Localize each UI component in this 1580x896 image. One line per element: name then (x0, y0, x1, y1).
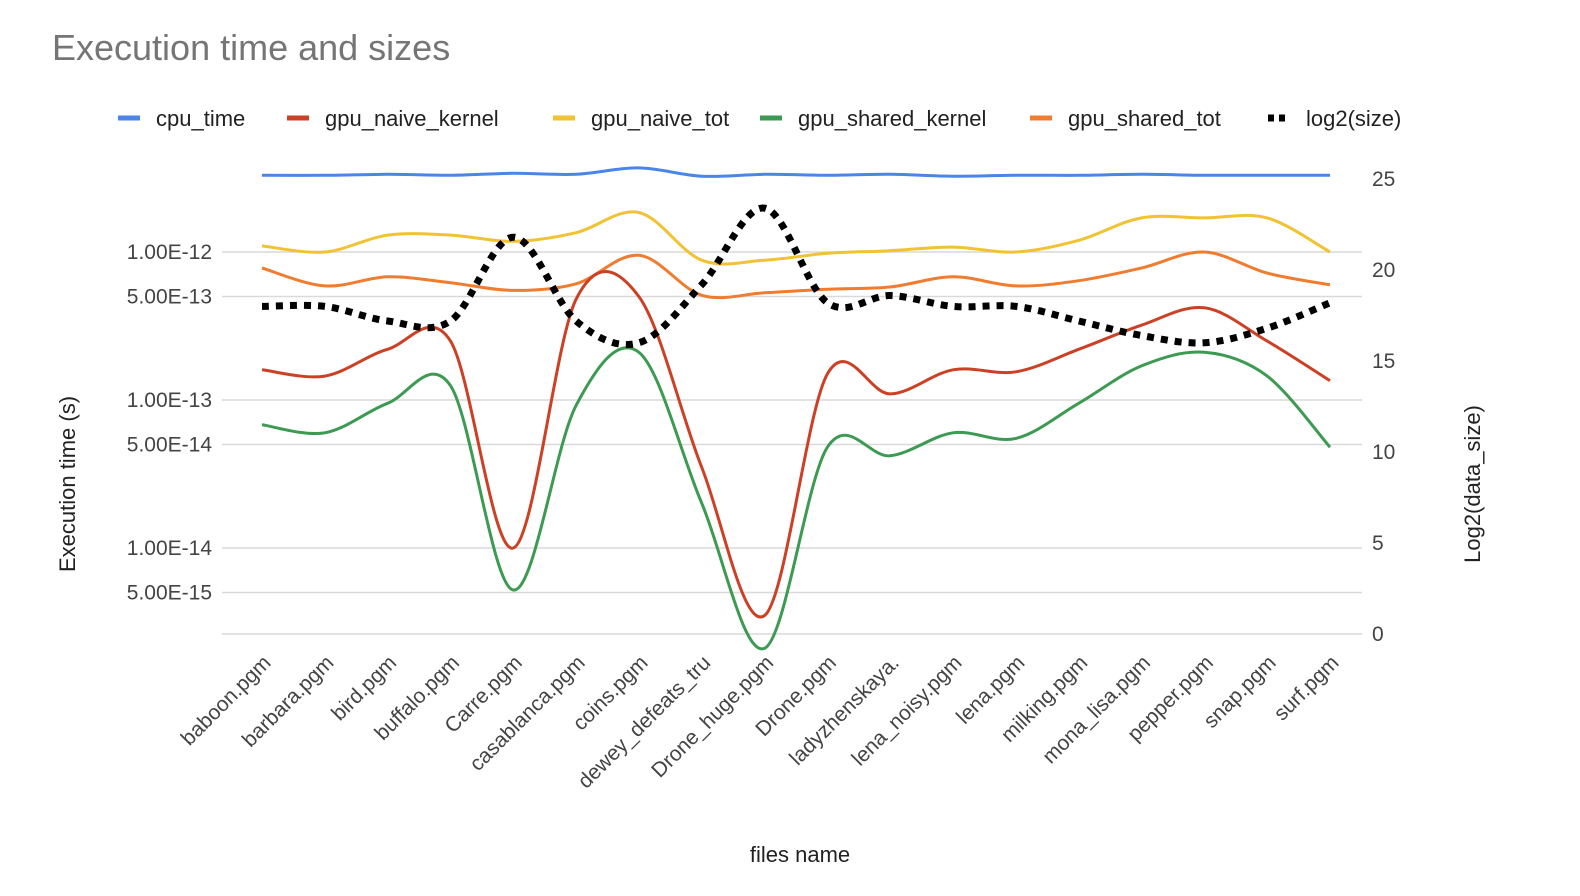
series-line-log2-size- (261, 204, 1332, 349)
left-axis-ticks: 5.00E-15 1.00E-14 5.00E-14 1.00E-13 5.00E-13… (127, 241, 213, 605)
y2-tick-label: 10 (1372, 441, 1395, 464)
legend-item: cpu_time (118, 106, 245, 131)
series-line-gpu-shared-kernel (261, 346, 1332, 651)
chart-title: Execution time and sizes (52, 27, 450, 68)
y-tick-label: 5.00E-13 (127, 286, 212, 309)
legend-item: gpu_naive_kernel (287, 106, 499, 131)
series-line-gpu-naive-tot (261, 210, 1331, 266)
x-tick-label: casablanca.pgm (465, 651, 589, 775)
gridlines (222, 251, 1362, 635)
y2-tick-label: 0 (1372, 623, 1384, 646)
y-tick-label: 5.00E-14 (127, 434, 213, 457)
x-axis-ticks: baboon.pgmbarbara.pgmbird.pgmbuffalo.pgm… (177, 651, 1344, 793)
legend-label: gpu_naive_kernel (325, 106, 499, 131)
x-tick-label: lena_noisy.pgm (847, 651, 966, 770)
y2-tick-label: 15 (1372, 350, 1395, 373)
y-tick-label: 1.00E-12 (127, 241, 212, 264)
legend-item: log2(size) (1268, 106, 1401, 131)
x-tick-label: ladyzhenskaya. (785, 651, 904, 770)
legend: cpu_time gpu_naive_kernel gpu_naive_tot gpu… (118, 106, 1401, 131)
y2-tick-label: 20 (1372, 259, 1395, 282)
legend-item: gpu_naive_tot (553, 106, 729, 131)
legend-label: log2(size) (1306, 106, 1401, 131)
legend-item: gpu_shared_kernel (760, 106, 986, 131)
y-axis-title: Execution time (s) (55, 396, 80, 572)
series-lines (261, 166, 1332, 651)
series-line-cpu-time (261, 166, 1330, 178)
legend-item: gpu_shared_tot (1030, 106, 1221, 131)
x-tick-label: surf.pgm (1269, 651, 1343, 725)
series-line-gpu-naive-kernel (261, 270, 1331, 619)
legend-label: cpu_time (156, 106, 245, 131)
y2-axis-title: Log2(data_size) (1460, 405, 1485, 563)
legend-label: gpu_shared_kernel (798, 106, 986, 131)
right-axis-ticks: 0 5 10 15 20 25 (1372, 168, 1395, 646)
legend-label: gpu_naive_tot (591, 106, 729, 131)
x-axis-title: files name (750, 842, 850, 867)
x-tick-label: mona_lisa.pgm (1038, 651, 1155, 768)
series-line-gpu-shared-tot (261, 250, 1331, 300)
legend-label: gpu_shared_tot (1068, 106, 1221, 131)
y2-tick-label: 25 (1372, 168, 1395, 191)
y-tick-label: 5.00E-15 (127, 582, 212, 605)
y-tick-label: 1.00E-14 (127, 537, 213, 560)
y2-tick-label: 5 (1372, 532, 1384, 555)
y-tick-label: 1.00E-13 (127, 389, 212, 412)
